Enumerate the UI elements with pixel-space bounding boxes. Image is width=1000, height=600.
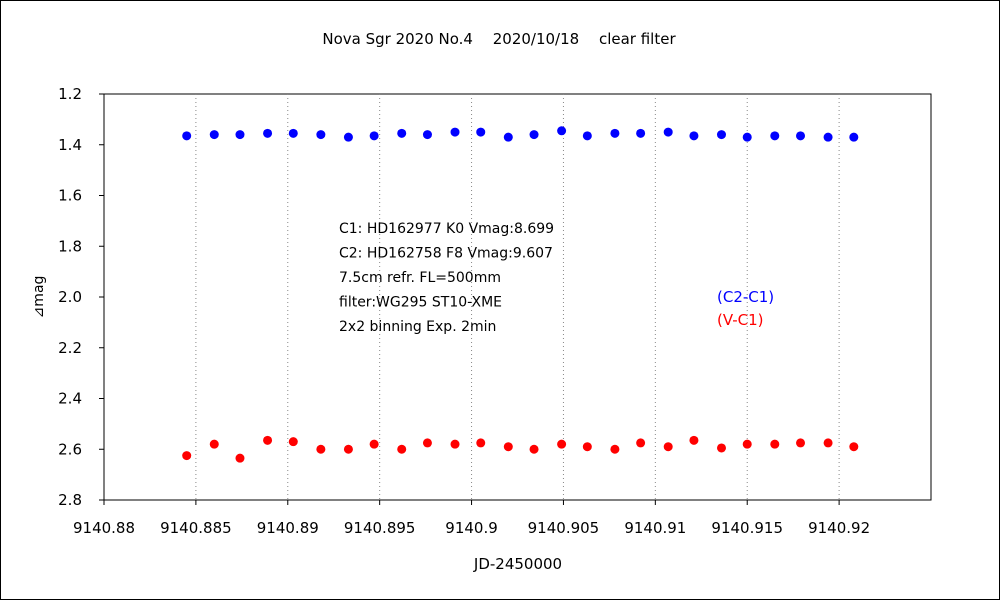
- data-point: [209, 439, 219, 449]
- y-tick-label: 2.6: [58, 440, 82, 458]
- x-tick-label: 9140.89: [257, 519, 319, 537]
- data-point: [716, 443, 726, 453]
- y-tick-label: 2.0: [58, 288, 82, 306]
- data-point: [476, 438, 486, 448]
- annotation-line: 2x2 binning Exp. 2min: [339, 319, 496, 335]
- data-point: [503, 442, 513, 452]
- data-point: [209, 130, 219, 140]
- data-point: [742, 439, 752, 449]
- data-point: [422, 438, 432, 448]
- data-point: [343, 132, 353, 142]
- annotation-line: C1: HD162977 K0 Vmag:8.699: [339, 221, 554, 237]
- plot-area: [103, 93, 932, 501]
- data-point: [610, 444, 620, 454]
- y-tick-label: 2.4: [58, 390, 82, 408]
- data-point: [182, 451, 192, 461]
- y-axis-ticks: 1.2 1.4 1.6 1.8 2.0 2.2 2.4 2.6 2.8: [58, 85, 104, 509]
- x-tick-label: 9140.9: [445, 519, 498, 537]
- data-point: [582, 131, 592, 141]
- data-point: [476, 127, 486, 137]
- data-point: [823, 132, 833, 142]
- data-point: [689, 131, 699, 141]
- data-point: [770, 131, 780, 141]
- data-point: [663, 127, 673, 137]
- data-point: [610, 128, 620, 138]
- data-point: [529, 444, 539, 454]
- data-point: [636, 438, 646, 448]
- y-axis-label: ⊿mag: [31, 276, 47, 319]
- data-point: [849, 132, 859, 142]
- data-point: [182, 131, 192, 141]
- annotation-line: filter:WG295 ST10-XME: [339, 295, 502, 311]
- legend-entry: (C2-C1): [717, 288, 774, 306]
- data-point: [397, 128, 407, 138]
- x-tick-label: 9140.91: [624, 519, 686, 537]
- x-tick-label: 9140.92: [808, 519, 870, 537]
- data-point: [263, 128, 273, 138]
- data-point: [742, 132, 752, 142]
- annotation-line: 7.5cm refr. FL=500mm: [339, 270, 501, 286]
- chart-title: Nova Sgr 2020 No.4 2020/10/18 clear filt…: [322, 30, 676, 48]
- x-tick-label: 9140.915: [711, 519, 783, 537]
- data-point: [663, 442, 673, 452]
- data-point: [422, 130, 432, 140]
- legend: (C2-C1) (V-C1): [717, 288, 774, 329]
- data-point: [343, 444, 353, 454]
- x-tick-label: 9140.895: [344, 519, 416, 537]
- y-tick-label: 1.8: [58, 237, 82, 255]
- data-point: [557, 126, 567, 136]
- y-tick-label: 2.8: [58, 491, 82, 509]
- data-points: [182, 126, 859, 463]
- data-point: [689, 435, 699, 445]
- data-point: [503, 132, 513, 142]
- data-point: [849, 442, 859, 452]
- legend-entry: (V-C1): [717, 311, 764, 329]
- x-tick-label: 9140.88: [73, 519, 135, 537]
- annotation-block: C1: HD162977 K0 Vmag:8.699 C2: HD162758 F…: [339, 221, 554, 335]
- data-point: [450, 127, 460, 137]
- y-tick-label: 1.4: [58, 136, 82, 154]
- data-point: [796, 131, 806, 141]
- x-tick-label: 9140.885: [160, 519, 232, 537]
- data-point: [796, 438, 806, 448]
- data-point: [582, 442, 592, 452]
- data-point: [557, 439, 567, 449]
- x-tick-label: 9140.905: [528, 519, 600, 537]
- data-point: [770, 439, 780, 449]
- x-axis-label: JD-2450000: [473, 555, 562, 573]
- data-point: [369, 439, 379, 449]
- data-point: [823, 438, 833, 448]
- data-point: [288, 437, 298, 447]
- data-point: [235, 130, 245, 140]
- data-point: [636, 128, 646, 138]
- annotation-line: C2: HD162758 F8 Vmag:9.607: [339, 246, 553, 262]
- data-point: [369, 131, 379, 141]
- data-point: [397, 444, 407, 454]
- data-point: [235, 453, 245, 463]
- data-point: [450, 439, 460, 449]
- data-point: [288, 128, 298, 138]
- y-tick-label: 2.2: [58, 339, 82, 357]
- data-point: [316, 444, 326, 454]
- y-tick-label: 1.6: [58, 187, 82, 205]
- data-point: [529, 130, 539, 140]
- data-point: [263, 435, 273, 445]
- x-axis-ticks: 9140.88 9140.885 9140.89 9140.895 9140.9 9140…: [73, 500, 870, 537]
- data-point: [716, 130, 726, 140]
- y-tick-label: 1.2: [58, 85, 82, 103]
- data-point: [316, 130, 326, 140]
